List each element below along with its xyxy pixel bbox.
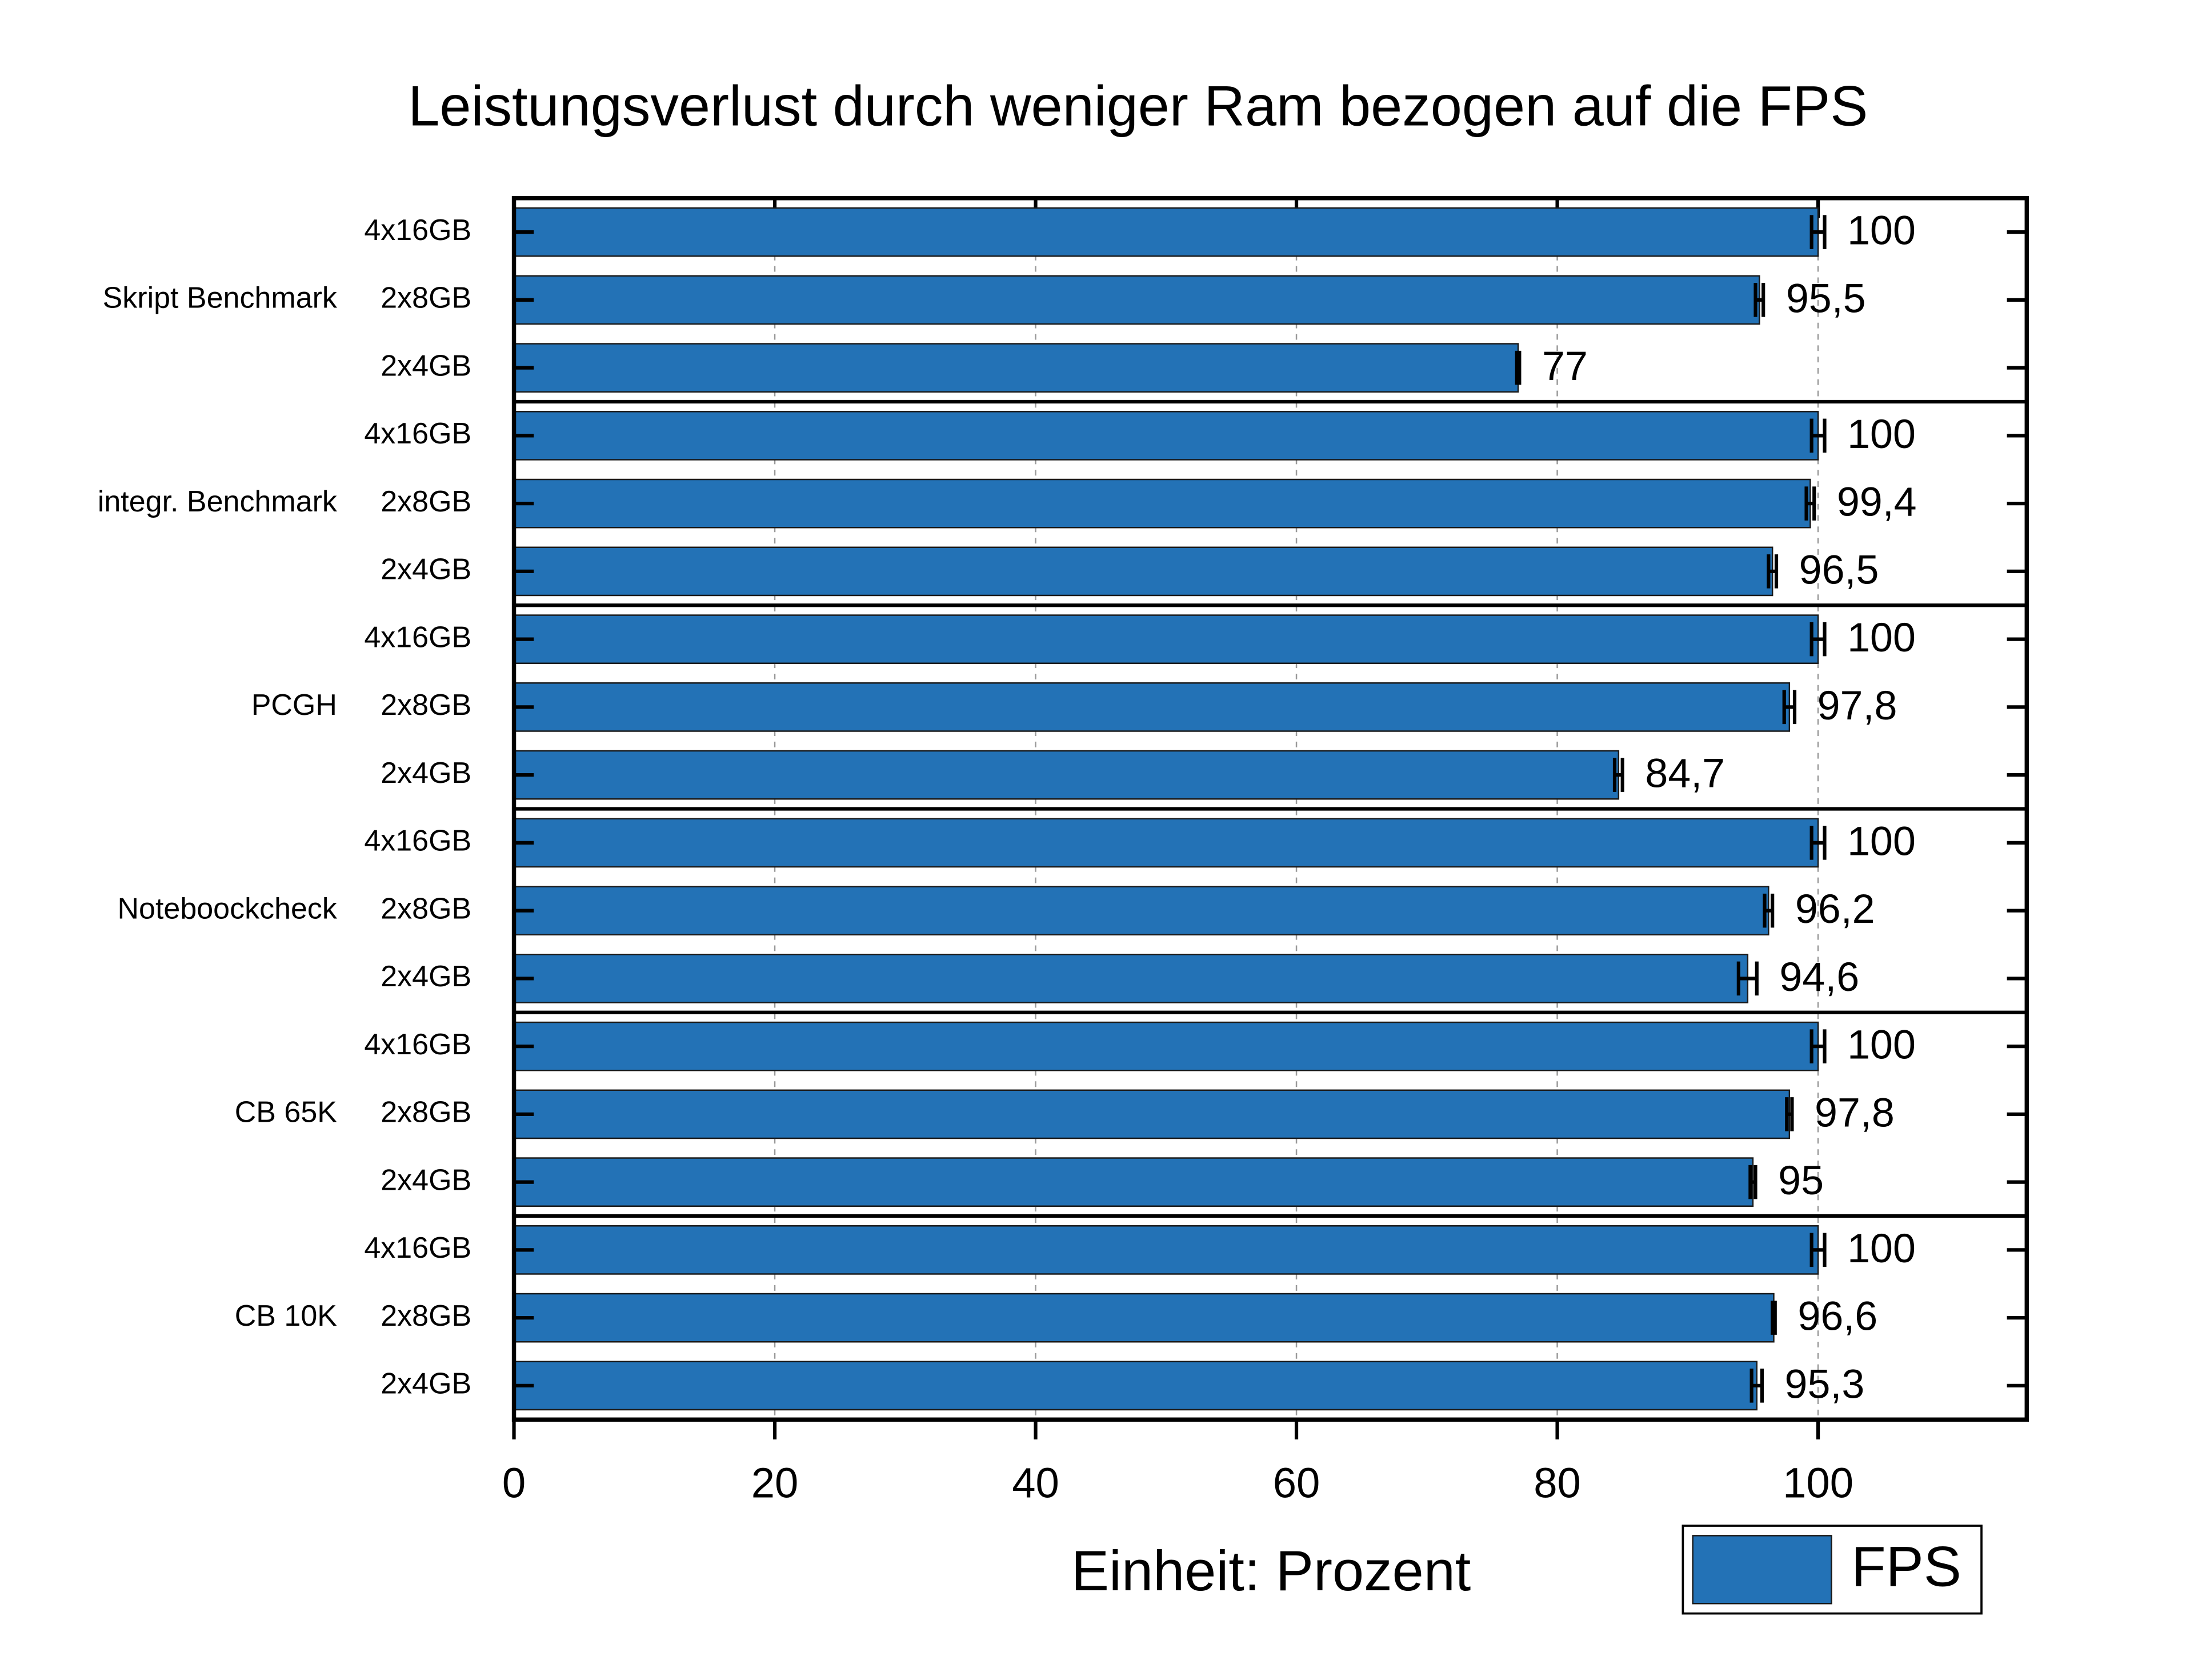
y-tick-label: 2x8GB [381,485,471,518]
error-bar [1767,554,1779,589]
y-tick-label: 4x16GB [364,1028,471,1061]
error-bar [1515,350,1522,385]
y-tick-label: 2x4GB [381,1367,471,1401]
error-bar [1612,758,1624,792]
legend-label: FPS [1851,1534,1961,1598]
value-label: 96,2 [1795,886,1875,932]
group-label: PCGH [251,689,337,722]
chart-title: Leistungsverlust durch weniger Ram bezog… [408,74,1868,137]
x-axis-title: Einheit: Prozent [1071,1539,1471,1602]
bar [513,411,1819,461]
value-label: 84,7 [1645,751,1725,797]
bar [513,886,1769,935]
bar [513,546,1773,597]
y-tick-label: 4x16GB [364,825,471,858]
x-tick-label: 80 [1534,1459,1581,1506]
group-label: CB 10K [235,1299,338,1333]
error-bar [1748,1165,1757,1199]
value-label: 100 [1847,1226,1916,1271]
value-label: 77 [1542,343,1588,389]
bar [513,1089,1791,1139]
error-bar [1804,486,1816,521]
value-label: 94,6 [1779,954,1859,1000]
y-tick-label: 2x4GB [381,960,471,993]
bar [513,682,1791,732]
error-bar [1809,622,1827,657]
group-label: CB 65K [235,1096,338,1129]
error-bar [1809,215,1827,249]
error-bar [1782,690,1797,725]
value-label: 95,5 [1786,275,1866,321]
bar [513,1157,1754,1207]
y-tick-label: 2x4GB [381,757,471,790]
error-bar [1771,1301,1777,1335]
value-label: 100 [1847,208,1916,254]
bar [513,1021,1819,1071]
error-bar [1763,893,1775,928]
y-tick-label: 2x4GB [381,1163,471,1197]
value-label: 95 [1778,1158,1824,1203]
group-label: integr. Benchmark [98,485,338,518]
value-label: 100 [1847,818,1916,864]
bar [513,207,1819,257]
value-label: 95,3 [1785,1361,1865,1407]
group-label: Noteboockcheck [117,892,337,925]
error-bar [1736,961,1759,996]
bar [513,1225,1819,1275]
error-bar [1809,826,1827,860]
y-tick-label: 4x16GB [364,1231,471,1265]
bar [513,750,1620,800]
y-tick-label: 2x8GB [381,282,471,315]
y-tick-label: 2x8GB [381,892,471,925]
y-tick-label: 2x8GB [381,1299,471,1333]
bar [513,818,1819,868]
value-label: 97,8 [1817,683,1897,729]
y-tick-label: 4x16GB [364,621,471,654]
error-bar [1809,1029,1827,1063]
value-label: 96,6 [1797,1294,1877,1339]
x-tick-label: 40 [1012,1459,1059,1506]
error-bar [1809,418,1827,453]
error-bar [1785,1097,1794,1131]
value-label: 99,4 [1837,479,1917,525]
value-label: 96,5 [1799,547,1879,593]
error-bar [1749,1369,1764,1403]
error-bar [1809,1233,1827,1267]
group-label: Skript Benchmark [103,282,338,315]
value-label: 100 [1847,615,1916,661]
y-tick-label: 2x8GB [381,689,471,722]
error-bar [1753,283,1765,317]
value-label: 100 [1847,411,1916,457]
bar [513,343,1519,393]
y-tick-label: 2x4GB [381,349,471,382]
bar [513,954,1749,1003]
bar [513,1361,1758,1411]
plot-frame [511,196,2029,1422]
y-tick-label: 4x16GB [364,417,471,450]
y-tick-label: 2x8GB [381,1096,471,1129]
x-tick-label: 0 [502,1459,526,1506]
x-tick-label: 20 [751,1459,799,1506]
y-tick-label: 2x4GB [381,553,471,586]
bar [513,614,1819,664]
bar [513,275,1760,325]
value-label: 100 [1847,1022,1916,1068]
bar [513,478,1811,529]
x-tick-label: 100 [1783,1459,1853,1506]
x-tick-label: 60 [1273,1459,1320,1506]
value-label: 97,8 [1815,1090,1895,1135]
legend-swatch [1692,1535,1832,1605]
y-tick-label: 4x16GB [364,214,471,247]
bar [513,1293,1775,1343]
